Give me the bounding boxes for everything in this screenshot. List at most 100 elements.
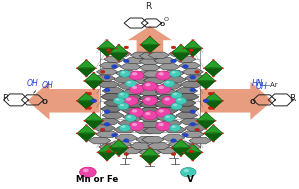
Circle shape xyxy=(182,65,188,68)
Circle shape xyxy=(83,120,86,122)
Circle shape xyxy=(91,99,97,103)
Circle shape xyxy=(170,70,181,77)
Circle shape xyxy=(145,98,150,101)
Polygon shape xyxy=(204,93,223,101)
Circle shape xyxy=(127,147,129,149)
Circle shape xyxy=(182,152,185,153)
Polygon shape xyxy=(144,77,165,84)
Polygon shape xyxy=(139,149,161,156)
Polygon shape xyxy=(139,58,161,64)
Circle shape xyxy=(106,49,111,52)
Polygon shape xyxy=(185,125,207,131)
Circle shape xyxy=(158,44,160,46)
Polygon shape xyxy=(77,60,96,68)
Text: O: O xyxy=(160,22,165,27)
Polygon shape xyxy=(110,45,128,53)
Polygon shape xyxy=(184,144,202,161)
Text: —Ar: —Ar xyxy=(264,82,278,88)
Text: HN: HN xyxy=(251,79,263,88)
Circle shape xyxy=(180,60,182,62)
Circle shape xyxy=(85,76,88,77)
Polygon shape xyxy=(197,81,215,89)
Polygon shape xyxy=(204,125,223,142)
Circle shape xyxy=(76,67,78,69)
Polygon shape xyxy=(139,101,161,108)
Circle shape xyxy=(205,88,207,90)
Polygon shape xyxy=(200,82,272,120)
Circle shape xyxy=(120,93,124,95)
Circle shape xyxy=(214,80,216,82)
Circle shape xyxy=(158,72,164,75)
Polygon shape xyxy=(85,73,103,81)
Text: R: R xyxy=(2,94,8,104)
Polygon shape xyxy=(85,81,103,89)
Circle shape xyxy=(195,128,199,131)
Polygon shape xyxy=(122,95,143,101)
Circle shape xyxy=(112,65,118,68)
Polygon shape xyxy=(77,60,96,77)
Polygon shape xyxy=(110,53,128,61)
Polygon shape xyxy=(204,60,223,77)
Circle shape xyxy=(191,160,194,161)
Circle shape xyxy=(85,141,88,142)
Circle shape xyxy=(180,44,182,45)
Polygon shape xyxy=(77,93,96,109)
Circle shape xyxy=(171,92,182,99)
Circle shape xyxy=(104,110,110,113)
Polygon shape xyxy=(180,119,202,125)
Circle shape xyxy=(125,115,136,121)
Text: Mn or Fe: Mn or Fe xyxy=(76,175,118,184)
Circle shape xyxy=(109,52,111,54)
Circle shape xyxy=(132,72,137,75)
Polygon shape xyxy=(204,60,223,68)
Polygon shape xyxy=(160,83,181,89)
Circle shape xyxy=(125,80,136,87)
Circle shape xyxy=(104,75,110,79)
Circle shape xyxy=(129,108,144,117)
Circle shape xyxy=(190,110,196,113)
Circle shape xyxy=(100,70,105,73)
Circle shape xyxy=(221,67,224,69)
Circle shape xyxy=(212,108,215,110)
Circle shape xyxy=(94,67,97,69)
Text: R: R xyxy=(145,2,151,11)
Polygon shape xyxy=(136,71,158,77)
Polygon shape xyxy=(99,144,121,150)
Circle shape xyxy=(170,147,173,149)
Circle shape xyxy=(156,122,171,131)
Circle shape xyxy=(109,147,111,149)
Circle shape xyxy=(177,98,181,101)
Polygon shape xyxy=(179,62,200,69)
Circle shape xyxy=(120,104,124,106)
Polygon shape xyxy=(98,152,116,161)
Polygon shape xyxy=(158,147,180,154)
Polygon shape xyxy=(189,137,211,144)
Circle shape xyxy=(129,84,144,94)
Circle shape xyxy=(143,82,157,91)
Circle shape xyxy=(170,125,181,131)
Circle shape xyxy=(173,93,177,95)
Circle shape xyxy=(124,153,129,156)
Circle shape xyxy=(123,96,138,105)
Polygon shape xyxy=(139,95,161,102)
Circle shape xyxy=(205,72,207,74)
Polygon shape xyxy=(89,137,111,144)
Circle shape xyxy=(158,109,164,113)
Polygon shape xyxy=(120,64,141,70)
Circle shape xyxy=(92,72,95,74)
Circle shape xyxy=(76,100,78,101)
Polygon shape xyxy=(97,81,120,88)
Circle shape xyxy=(106,150,111,153)
Polygon shape xyxy=(130,52,152,58)
Polygon shape xyxy=(85,112,103,121)
Circle shape xyxy=(129,122,144,131)
Polygon shape xyxy=(120,147,142,154)
Circle shape xyxy=(143,111,157,120)
Circle shape xyxy=(115,48,118,49)
Polygon shape xyxy=(197,112,215,129)
Circle shape xyxy=(212,124,215,126)
Circle shape xyxy=(170,52,173,54)
Polygon shape xyxy=(118,83,140,89)
Circle shape xyxy=(208,92,213,95)
Circle shape xyxy=(149,163,151,165)
